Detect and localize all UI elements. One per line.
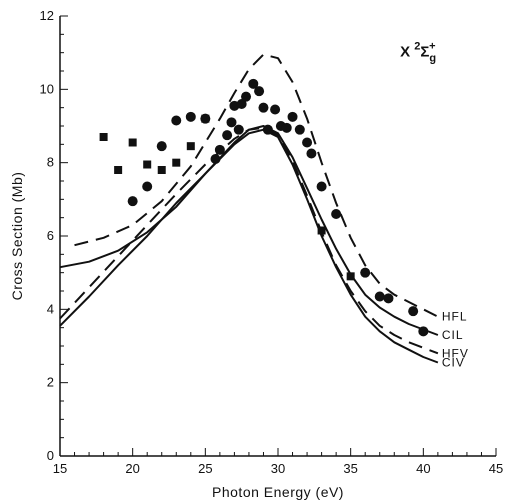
x-tick-label: 35 — [343, 461, 357, 476]
y-tick-label: 2 — [47, 375, 54, 390]
y-tick-label: 0 — [47, 448, 54, 463]
data-point-circle — [306, 149, 316, 159]
data-point-circle — [288, 112, 298, 122]
data-point-circle — [317, 182, 327, 192]
x-tick-label: 25 — [198, 461, 212, 476]
data-point-square — [347, 272, 355, 280]
data-point-square — [100, 133, 108, 141]
data-point-circle — [241, 92, 251, 102]
data-point-circle — [258, 103, 268, 113]
data-point-circle — [222, 130, 232, 140]
data-point-circle — [128, 196, 138, 206]
data-point-circle — [331, 209, 341, 219]
points-layer — [100, 79, 429, 337]
data-point-circle — [234, 125, 244, 135]
series-civ-label: CIV — [442, 356, 465, 370]
data-point-square — [187, 142, 195, 150]
axes-layer — [60, 16, 496, 456]
y-tick-label: 4 — [47, 301, 54, 316]
data-point-square — [114, 166, 122, 174]
state-label: X 2Σg+ — [400, 40, 436, 64]
data-point-circle — [186, 112, 196, 122]
data-point-circle — [270, 105, 280, 115]
y-axis-label: Cross Section (Mb) — [9, 172, 25, 301]
data-point-square — [143, 161, 151, 169]
data-point-circle — [282, 123, 292, 133]
x-tick-label: 30 — [271, 461, 285, 476]
data-point-square — [172, 159, 180, 167]
data-point-circle — [302, 138, 312, 148]
series-cil-label: CIL — [442, 328, 464, 342]
data-point-square — [129, 139, 137, 147]
data-point-circle — [375, 292, 385, 302]
x-tick-label: 20 — [125, 461, 139, 476]
data-point-circle — [226, 117, 236, 127]
data-point-circle — [360, 268, 370, 278]
data-point-circle — [142, 182, 152, 192]
data-point-circle — [254, 86, 264, 96]
x-tick-label: 15 — [53, 461, 67, 476]
series-hfv-line — [60, 128, 438, 353]
data-point-circle — [211, 154, 221, 164]
data-point-square — [318, 227, 326, 235]
data-point-square — [201, 115, 209, 123]
y-tick-label: 12 — [40, 8, 54, 23]
data-point-circle — [408, 306, 418, 316]
x-tick-label: 40 — [416, 461, 430, 476]
series-hfl-label: HFL — [442, 310, 468, 324]
data-point-circle — [215, 145, 225, 155]
x-tick-label: 45 — [489, 461, 503, 476]
y-tick-label: 10 — [40, 81, 54, 96]
x-axis-label: Photon Energy (eV) — [212, 484, 344, 500]
data-point-square — [158, 166, 166, 174]
y-tick-label: 6 — [47, 228, 54, 243]
data-point-circle — [263, 125, 273, 135]
y-tick-label: 8 — [47, 155, 54, 170]
data-point-circle — [171, 116, 181, 126]
series-cil-line — [60, 126, 438, 335]
data-point-circle — [295, 125, 305, 135]
data-point-circle — [418, 326, 428, 336]
data-point-circle — [383, 293, 393, 303]
data-point-circle — [157, 141, 167, 151]
